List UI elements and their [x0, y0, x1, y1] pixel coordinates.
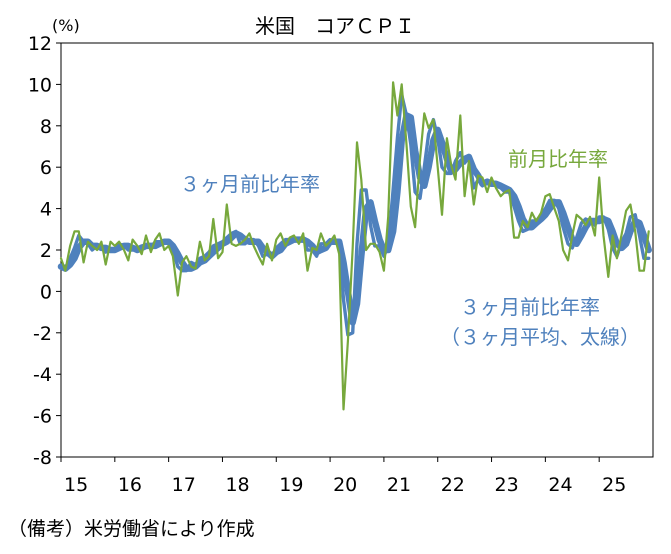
label-3m-avg-line2: （３ヶ月平均、太線） — [440, 325, 640, 349]
y-tick-label: 6 — [40, 157, 52, 179]
x-tick-label: 19 — [279, 474, 303, 496]
series-line-thick — [57, 112, 652, 326]
x-tick-label: 25 — [602, 474, 626, 496]
y-tick-label: 10 — [28, 74, 52, 96]
x-tick-label: 18 — [225, 474, 249, 496]
x-tick-label: 24 — [548, 474, 572, 496]
y-tick-label: 12 — [28, 33, 52, 55]
y-tick-label: 8 — [40, 116, 52, 138]
y-tick-label: -6 — [33, 406, 52, 428]
x-tick-label: 23 — [495, 474, 519, 496]
y-tick-label: 0 — [40, 281, 52, 303]
plot-area-frame — [60, 42, 654, 458]
x-tick-label: 17 — [172, 474, 196, 496]
x-tick-label: 16 — [118, 474, 142, 496]
y-tick-label: 2 — [40, 240, 52, 262]
source-note: （備考）米労働省により作成 — [8, 518, 255, 540]
y-tick-label: 4 — [40, 199, 52, 221]
x-tick-label: 22 — [441, 474, 465, 496]
y-tick-label: -8 — [33, 447, 52, 469]
series-line-thin — [59, 81, 650, 411]
label-3m-avg-line1: ３ヶ月前比年率 — [460, 295, 600, 319]
y-tick-label: -2 — [33, 323, 52, 345]
x-tick-label: 21 — [387, 474, 411, 496]
x-tick-label: 20 — [333, 474, 357, 496]
y-tick-label: -4 — [33, 364, 52, 386]
chart-title: 米国 コアＣＰＩ — [255, 14, 415, 38]
x-tick-label: 15 — [64, 474, 88, 496]
unit-label: (%) — [52, 16, 80, 35]
label-mom-annualized: 前月比年率 — [508, 147, 608, 171]
label-3m-annualized: ３ヶ月前比年率 — [180, 172, 320, 196]
